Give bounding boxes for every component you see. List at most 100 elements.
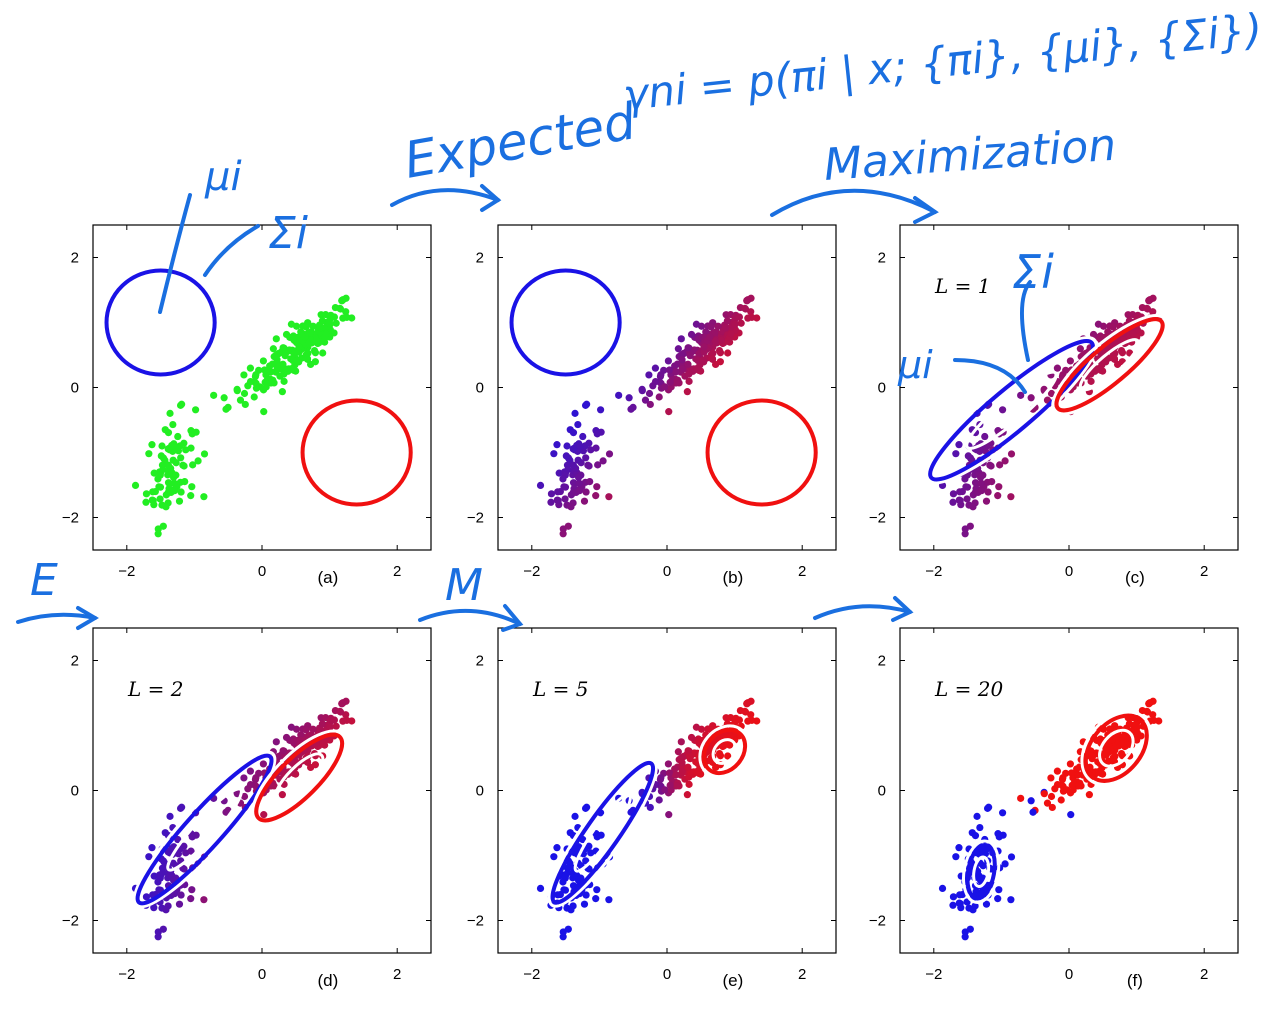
data-point <box>1059 371 1067 379</box>
panel-e: −2 0 2 2 0 −2 (e) L = 5 <box>467 627 837 990</box>
data-point <box>580 497 589 505</box>
data-point <box>178 400 186 408</box>
data-point <box>976 823 984 832</box>
data-point <box>131 481 140 490</box>
data-point <box>1111 752 1119 760</box>
data-point <box>692 320 701 328</box>
data-point <box>574 456 582 464</box>
data-point <box>1095 767 1103 776</box>
arrow-b-to-c-head <box>913 196 939 224</box>
data-point <box>700 348 708 356</box>
data-point <box>592 895 600 903</box>
data-point <box>200 493 208 501</box>
data-point <box>683 791 691 799</box>
data-point <box>952 450 960 458</box>
data-point <box>233 790 241 798</box>
y-tick-label: 0 <box>878 783 886 800</box>
data-point <box>1095 364 1103 373</box>
x-tick-label: 0 <box>258 563 266 580</box>
data-point <box>220 394 228 402</box>
data-point <box>976 473 985 481</box>
data-point <box>678 768 686 776</box>
data-point <box>1143 304 1151 312</box>
data-point <box>955 844 963 852</box>
data-point <box>338 296 346 305</box>
data-point <box>156 495 164 503</box>
data-point <box>1066 357 1074 365</box>
y-tick-label: 2 <box>71 653 79 670</box>
ellipse-inner-contour <box>274 752 325 803</box>
data-point <box>550 853 558 861</box>
iteration-label: L = 2 <box>127 677 183 701</box>
data-point <box>297 731 305 739</box>
data-point <box>583 803 591 811</box>
component-ellipse-red <box>705 398 818 507</box>
data-point <box>743 296 751 305</box>
component-ellipse-red <box>1054 317 1165 413</box>
arrow-a-to-b <box>390 188 500 207</box>
data-point <box>1102 751 1110 759</box>
data-point <box>1007 493 1015 501</box>
data-point <box>259 357 267 365</box>
data-point <box>260 366 269 374</box>
expected-annotation: Expected <box>400 92 640 190</box>
data-point <box>743 699 751 708</box>
data-point <box>721 324 730 332</box>
data-point <box>550 450 558 458</box>
e-step-annotation: E <box>30 555 58 606</box>
maximization-annotation: Maximization <box>822 120 1117 191</box>
data-point <box>336 304 344 312</box>
data-point <box>159 869 167 877</box>
data-point <box>655 796 663 804</box>
ellipse-halo <box>251 729 348 826</box>
data-point <box>547 490 556 498</box>
data-point <box>605 450 614 458</box>
data-point <box>684 763 692 771</box>
data-point <box>724 349 732 357</box>
data-point <box>559 878 567 886</box>
data-point <box>273 365 281 373</box>
data-point <box>311 358 319 366</box>
ellipse-halo <box>962 839 1001 904</box>
data-point <box>723 317 732 325</box>
data-point <box>306 337 315 345</box>
component-ellipse-blue <box>928 339 1095 482</box>
data-point <box>159 466 167 474</box>
data-point <box>1053 364 1062 372</box>
data-point <box>169 473 178 481</box>
data-point <box>154 475 162 483</box>
data-point <box>724 752 732 760</box>
data-point <box>998 809 1007 817</box>
data-point <box>574 420 582 429</box>
data-point <box>684 747 692 755</box>
data-point <box>200 450 209 458</box>
data-point <box>571 812 579 820</box>
data-point <box>303 355 312 363</box>
component-ellipse-blue <box>550 760 656 905</box>
x-tick-label: 2 <box>1200 966 1208 983</box>
data-point <box>559 475 567 483</box>
data-point <box>599 457 607 465</box>
data-point <box>312 336 320 344</box>
data-point <box>593 483 601 491</box>
ellipse-inner-contour <box>166 787 243 872</box>
data-point <box>657 774 665 782</box>
arrow-to-e-head <box>501 604 524 632</box>
data-point <box>1027 394 1035 402</box>
data-point <box>686 352 694 360</box>
data-point <box>267 368 275 376</box>
data-point <box>593 430 601 438</box>
data-point <box>582 857 590 865</box>
x-tick-label: 0 <box>258 966 266 983</box>
data-point <box>665 366 674 374</box>
data-point <box>961 530 969 538</box>
x-tick-label: 2 <box>798 966 806 983</box>
x-tick-label: 0 <box>663 563 671 580</box>
data-point <box>744 717 752 725</box>
sigma-pointer-c <box>1020 280 1032 362</box>
data-point <box>553 844 561 852</box>
data-point <box>731 320 739 328</box>
y-tick-label: −2 <box>467 913 484 930</box>
data-point <box>267 379 276 387</box>
